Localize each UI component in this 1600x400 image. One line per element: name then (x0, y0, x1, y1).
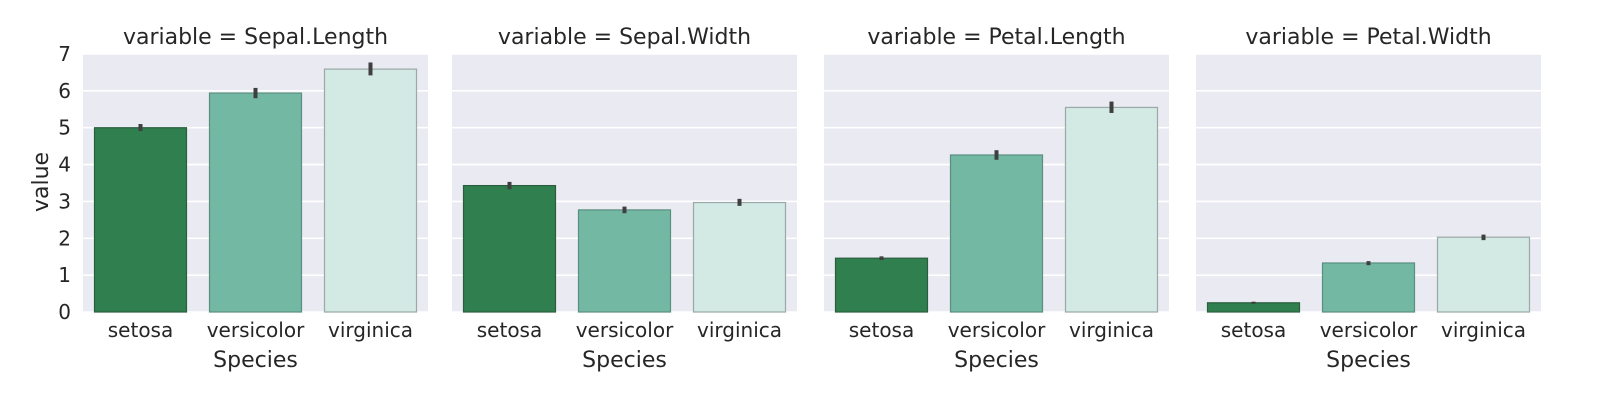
bar-setosa (462, 184, 557, 313)
x-tick-label: setosa (849, 318, 914, 342)
bar-versicolor (208, 92, 303, 313)
bar-virginica (1436, 236, 1531, 313)
y-tick-label: 5 (58, 116, 71, 140)
x-axis-label: Species (582, 348, 667, 373)
y-axis-label: value (29, 152, 54, 212)
x-tick-label: versicolor (576, 318, 674, 342)
y-tick-label: 7 (58, 42, 71, 66)
panel-title: variable = Petal.Width (1245, 25, 1491, 50)
x-tick-label: setosa (1221, 318, 1286, 342)
x-tick-label: setosa (477, 318, 542, 342)
x-axis-label: Species (213, 348, 298, 373)
x-tick-label: virginica (697, 318, 782, 342)
x-tick-label: versicolor (207, 318, 305, 342)
bar-versicolor (949, 154, 1044, 313)
x-tick-label: setosa (108, 318, 173, 342)
panel-title: variable = Petal.Length (867, 25, 1125, 50)
y-tick-label: 2 (58, 226, 71, 250)
y-tick-label: 0 (58, 300, 71, 324)
x-tick-label: versicolor (1320, 318, 1418, 342)
x-tick-label: virginica (328, 318, 413, 342)
x-axis-label: Species (1326, 348, 1411, 373)
bar-setosa (93, 127, 188, 313)
bar-virginica (323, 68, 418, 313)
y-tick-label: 6 (58, 79, 71, 103)
panel-title: variable = Sepal.Length (123, 25, 388, 50)
bar-versicolor (577, 209, 672, 313)
panel-title: variable = Sepal.Width (498, 25, 751, 50)
bar-virginica (692, 201, 787, 313)
bar-setosa (1206, 302, 1301, 313)
bar-versicolor (1321, 262, 1416, 313)
bar-setosa (834, 257, 929, 313)
y-tick-label: 1 (58, 263, 71, 287)
y-tick-label: 3 (58, 189, 71, 213)
y-tick-label: 4 (58, 153, 71, 177)
x-axis-label: Species (954, 348, 1039, 373)
x-tick-label: virginica (1069, 318, 1154, 342)
x-tick-label: versicolor (948, 318, 1046, 342)
bar-virginica (1064, 106, 1159, 313)
x-tick-label: virginica (1441, 318, 1526, 342)
